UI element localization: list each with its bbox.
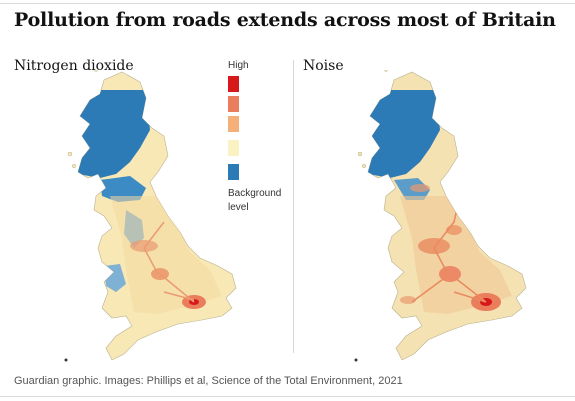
bottom-rule: [0, 396, 575, 397]
panel-label-no2: Nitrogen dioxide: [14, 58, 134, 74]
islands-no2: [64, 70, 98, 362]
map-nitrogen-dioxide: [64, 70, 237, 362]
panel-label-noise: Noise: [303, 58, 344, 74]
legend-swatch-1: [228, 76, 239, 92]
highlands-blue: [78, 90, 150, 178]
southern-uplands-blue: [100, 176, 146, 202]
manchester-urban: [130, 240, 158, 252]
panel-divider: [293, 60, 294, 353]
legend-background-line1: Background: [228, 188, 282, 199]
land-no2: [77, 71, 237, 361]
england-warm: [400, 196, 512, 314]
legend-high-label: High: [228, 60, 249, 71]
chart-title: Pollution from roads extends across most…: [14, 9, 556, 31]
legend-background-label: Background level: [228, 187, 298, 215]
legend-swatch-4: [228, 140, 239, 156]
england-warm: [110, 196, 222, 314]
source-caption: Guardian graphic. Images: Phillips et al…: [14, 375, 403, 387]
land-noise: [367, 71, 527, 361]
highlands-blue: [368, 90, 440, 178]
islands-noise: [354, 70, 388, 362]
manchester-urban: [418, 238, 450, 254]
legend-swatch-5: [228, 164, 239, 180]
central-belt-urban: [410, 184, 430, 192]
motorway-network: [143, 221, 195, 303]
legend-swatch-2: [228, 96, 239, 112]
map-noise: [354, 70, 527, 362]
top-rule: [0, 3, 575, 4]
legend-background-line2: level: [228, 202, 249, 213]
road-network: [411, 195, 487, 303]
legend-swatch-3: [228, 116, 239, 132]
